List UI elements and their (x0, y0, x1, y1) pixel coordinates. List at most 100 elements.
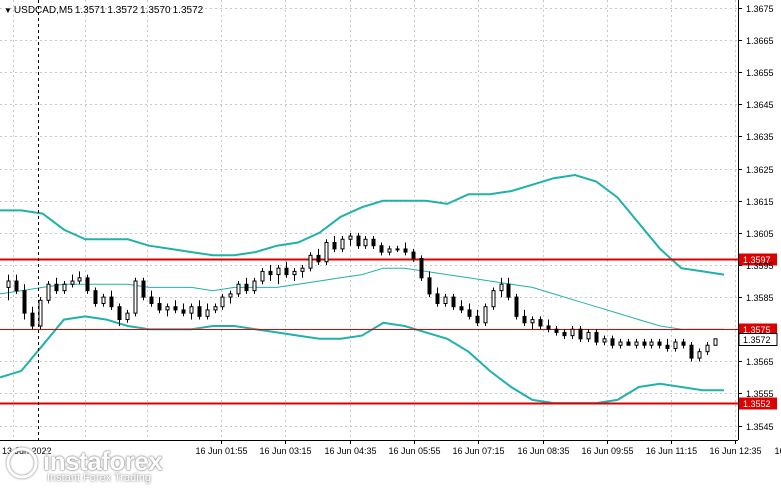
candle-body (189, 306, 194, 314)
dropdown-arrow-icon[interactable]: ▼ (4, 5, 12, 15)
candle-body (244, 283, 249, 292)
candle-body (475, 315, 480, 324)
candle-body (657, 341, 662, 346)
candle-body (642, 341, 647, 346)
candle-body (236, 283, 241, 295)
candle-body (133, 280, 138, 314)
candle-body (101, 296, 106, 305)
y-tick-label: 1.3595 (746, 261, 774, 271)
candle-body (618, 341, 623, 346)
price-level-tag (739, 397, 777, 410)
candle-body (467, 309, 472, 317)
price-level-tag (739, 323, 777, 336)
candle-body (260, 270, 265, 282)
price-level-label: 1.3575 (743, 325, 771, 335)
candle-body (93, 290, 98, 305)
candle-body (125, 312, 130, 321)
x-tick-label: 16 Jun 05:55 (388, 446, 440, 456)
candle-body (379, 245, 384, 253)
candle-body (578, 328, 583, 340)
candle-body (459, 306, 464, 311)
x-tick-label: 16 Jun 09:55 (581, 446, 633, 456)
y-tick-label: 1.3615 (746, 197, 774, 207)
candle-body (522, 315, 527, 324)
candle-body (403, 248, 408, 253)
candle-body (205, 309, 210, 317)
candle-body (419, 258, 424, 279)
candle-body (602, 338, 607, 343)
candle-body (435, 293, 440, 305)
candle-body (173, 306, 178, 311)
candle-body (554, 328, 559, 333)
candles (6, 232, 718, 362)
candle-body (483, 306, 488, 324)
candle-body (165, 306, 170, 311)
y-tick-label: 1.3605 (746, 229, 774, 239)
y-tick-label: 1.3545 (746, 422, 774, 432)
candle-body (427, 277, 432, 295)
axes: 1.3675 1.3665 1.3655 1.3645 1.3635 1.3625 1.36… (0, 0, 781, 456)
bollinger-middle-band (0, 267, 724, 330)
price-level-label: 1.3597 (743, 255, 771, 265)
candle-body (85, 277, 90, 292)
candle-body (697, 351, 702, 359)
candle-body (705, 344, 710, 353)
high-value: 1.3572 (107, 4, 139, 16)
candle-body (506, 283, 511, 298)
candle-body (300, 267, 305, 272)
x-tick-label: 16 Jun 03:15 (259, 446, 311, 456)
bollinger-lower-band (0, 315, 724, 405)
instaforex-wordmark: instaforex (43, 446, 163, 476)
candle-body (117, 306, 122, 321)
candle-body (586, 331, 591, 340)
candle-body (276, 267, 281, 276)
candle-body (77, 277, 82, 282)
candle-body (411, 251, 416, 260)
candle-body (689, 344, 694, 359)
candle-body (570, 328, 575, 337)
low-value: 1.3570 (140, 4, 171, 16)
candle-body (109, 296, 114, 308)
x-tick-label: 16 Jun 04:35 (324, 446, 376, 456)
instaforex-tagline: Instant Forex Trading (47, 472, 151, 484)
candle-body (363, 238, 368, 247)
candle-body (181, 309, 186, 314)
candle-body (38, 299, 43, 327)
y-tick-label: 1.3665 (746, 36, 774, 46)
x-tick-label: 16 Jun 07:15 (452, 446, 504, 456)
candle-body (220, 296, 225, 308)
x-tick-label: 16 Jun 11:15 (646, 446, 697, 456)
symbol-info-bar: ▼ USDCAD,M5 1.3571 1.3572 1.3570 1.3572 (0, 0, 203, 20)
y-tick-label: 1.3635 (746, 132, 774, 142)
candle-body (6, 280, 11, 288)
candle-body (54, 283, 59, 292)
candle-body (332, 241, 337, 250)
price-levels: 1.3597 1.3575 1.3552 1.3572 (0, 253, 778, 410)
candle-body (530, 319, 535, 324)
candle-body (228, 293, 233, 298)
candle-body (46, 283, 51, 301)
candle-body (387, 248, 392, 253)
candle-body (340, 238, 345, 250)
candle-body (14, 280, 19, 292)
candle-body (538, 319, 543, 327)
y-tick-label: 1.3675 (746, 4, 774, 14)
candle-body (308, 254, 313, 269)
candle-body (681, 341, 686, 346)
candle-body (252, 280, 257, 292)
y-tick-label: 1.3655 (746, 68, 774, 78)
y-tick-label: 1.3555 (746, 389, 774, 399)
y-tick-label: 1.3565 (746, 357, 774, 367)
bollinger-upper-band (0, 173, 725, 276)
candle-body (62, 283, 67, 292)
candle-body (268, 270, 273, 276)
bollinger-bands (0, 173, 725, 405)
grid-layer (0, 0, 738, 440)
open-value: 1.3571 (74, 4, 106, 16)
candle-body (348, 235, 353, 240)
candle-body (30, 312, 35, 327)
price-level-tag (739, 253, 777, 266)
candle-body (491, 290, 496, 308)
